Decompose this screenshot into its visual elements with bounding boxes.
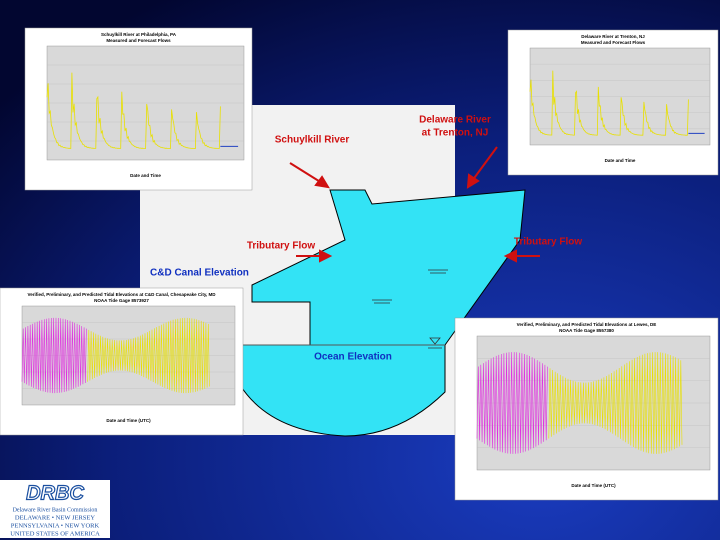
trace: [529, 70, 689, 136]
logo-line: UNITED STATES OF AMERICA: [10, 530, 100, 537]
thumbnail-title: Delaware River at Trenton, NJ: [581, 34, 645, 39]
logo-line: PENNSYLVANIA • NEW YORK: [11, 522, 100, 529]
trace: [548, 352, 683, 454]
arrow-head: [466, 173, 480, 189]
arrow: [471, 146, 498, 182]
logo-line: DELAWARE • NEW JERSEY: [15, 514, 95, 521]
x-axis-label: Date and Time (UTC): [571, 483, 616, 488]
thumbnail-subtitle: NOAA Tide Gage 8557380: [559, 328, 614, 333]
canal-label: C&D Canal Elevation: [150, 268, 249, 279]
water-level-symbol: [428, 269, 448, 274]
thumbnail-subtitle: Measured and Forecast Flows: [106, 38, 171, 43]
thumbnail-chart: Schuylkill River at Philadelphia, PAMeas…: [24, 27, 253, 191]
arrow: [289, 162, 323, 184]
logo-box: [0, 480, 110, 538]
trace: [21, 317, 87, 394]
thumbnail-chart: Verified, Preliminary, and Predicted Tid…: [0, 287, 244, 436]
schuylkill-label: Schuylkill River: [275, 135, 350, 146]
logo-mark: DRBC: [26, 482, 84, 504]
x-axis-label: Date and Time: [130, 173, 161, 178]
water-level-symbol: [372, 299, 392, 304]
thumbnail-subtitle: Measured and Forecast Flows: [581, 40, 646, 45]
water-level-symbol: [428, 337, 442, 349]
arrow-head: [319, 249, 333, 263]
arrow-head: [503, 249, 517, 263]
tributary-label: Tributary Flow: [247, 241, 316, 252]
arrow-head: [314, 175, 330, 189]
ocean-label: Ocean Elevation: [314, 352, 392, 363]
delaware-label: Delaware River: [419, 115, 491, 126]
tributary-label: Tributary Flow: [514, 237, 583, 248]
delaware-label: at Trenton, NJ: [422, 128, 489, 139]
thumbnail-title: Verified, Preliminary, and Predicted Tid…: [517, 322, 657, 327]
thumbnail-title: Verified, Preliminary, and Predicted Tid…: [27, 292, 216, 297]
logo: DRBC Delaware River Basin Commission DEL…: [0, 480, 110, 538]
thumbnail-chart: Verified, Preliminary, and Predicted Tid…: [454, 317, 719, 501]
arrows: [289, 146, 540, 263]
thumbnail-title: Schuylkill River at Philadelphia, PA: [101, 32, 177, 37]
x-axis-label: Date and Time: [605, 158, 636, 163]
x-axis-label: Date and Time (UTC): [106, 418, 151, 423]
trace: [87, 317, 210, 394]
trace: [46, 72, 221, 149]
thumbnail-subtitle: NOAA Tide Gage 8573927: [94, 298, 149, 303]
trace: [476, 352, 548, 454]
logo-name: Delaware River Basin Commission: [13, 507, 98, 513]
